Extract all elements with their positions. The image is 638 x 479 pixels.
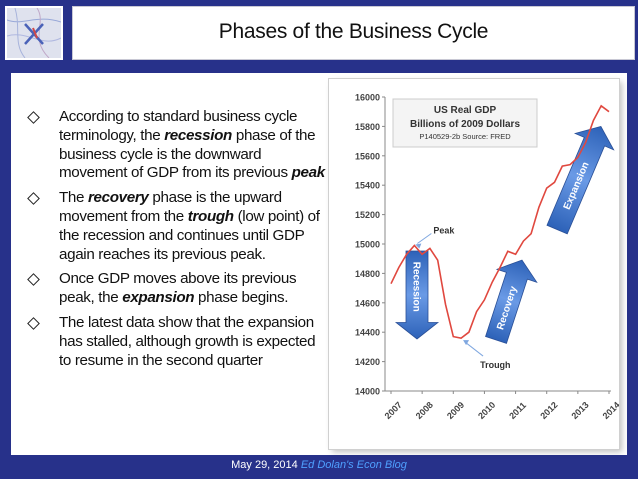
x-tick-label: 2012 bbox=[538, 400, 559, 421]
diamond-bullet-icon bbox=[27, 111, 40, 124]
phase-arrow: Expansion bbox=[546, 125, 615, 235]
peak-label: Peak bbox=[433, 225, 455, 235]
peak-pointer bbox=[417, 233, 432, 244]
phase-arrow: Recession bbox=[394, 250, 440, 340]
y-tick-label: 14600 bbox=[355, 298, 380, 308]
content-panel: According to standard business cycle ter… bbox=[11, 73, 627, 455]
x-tick-label: 2009 bbox=[445, 400, 466, 421]
y-tick-label: 15400 bbox=[355, 181, 380, 191]
phase-arrow-shape bbox=[546, 125, 615, 235]
bullet-key-term: recession bbox=[164, 126, 232, 144]
page-title: Phases of the Business Cycle bbox=[218, 20, 489, 43]
y-tick-label: 15800 bbox=[355, 122, 380, 132]
bullet-key-term: expansion bbox=[122, 289, 195, 307]
bullet-text: (low point) of the recession and continu… bbox=[59, 207, 320, 263]
y-tick-label: 14000 bbox=[355, 387, 380, 397]
diamond-bullet-icon bbox=[27, 273, 40, 287]
chart-subtitle: Billions of 2009 Dollars bbox=[410, 119, 520, 130]
diamond-bullet-icon bbox=[27, 317, 40, 330]
trough-pointer bbox=[464, 341, 484, 357]
y-tick-label: 14200 bbox=[355, 357, 380, 367]
y-tick-label: 14800 bbox=[355, 269, 380, 279]
bullet-text: Once GDP moves above its previous peak, … bbox=[59, 270, 297, 307]
phase-arrow-shape bbox=[394, 250, 440, 340]
bullet-text: phase begins. bbox=[194, 289, 289, 307]
chart-panel: 14000 14200 14400 14600 14800 15000 15200 15400… bbox=[329, 79, 622, 449]
y-tick-label: 15200 bbox=[355, 210, 380, 220]
footer: May 29, 2014 Ed Dolan's Econ Blog bbox=[0, 459, 638, 471]
x-tick-label: 2010 bbox=[476, 400, 497, 421]
title-bar: Phases of the Business Cycle bbox=[72, 6, 635, 60]
trough-pointer-head bbox=[463, 340, 470, 346]
trough-label: Trough bbox=[480, 360, 511, 370]
bullet-item: The latest data show that the expansion … bbox=[27, 314, 327, 370]
x-tick-label: 2007 bbox=[383, 400, 404, 421]
bullet-key-term: peak bbox=[291, 164, 326, 182]
y-tick-label: 16000 bbox=[355, 93, 380, 103]
bullet-key-term: recovery bbox=[88, 189, 149, 207]
x-tick-label: 2008 bbox=[414, 400, 435, 421]
chart-annotations: Peak Trough bbox=[415, 225, 511, 370]
phase-arrow-label: Recession bbox=[411, 262, 422, 312]
footer-blog-link[interactable]: Ed Dolan's Econ Blog bbox=[300, 459, 407, 471]
bullet-item: The recovery phase is the upward movemen… bbox=[27, 189, 327, 264]
gdp-chart: 14000 14200 14400 14600 14800 15000 15200 15400… bbox=[355, 93, 622, 422]
bullet-text: phase is the upward movement from the bbox=[59, 189, 282, 225]
x-tick-label: 2011 bbox=[507, 400, 528, 421]
footer-date: May 29, 2014 bbox=[231, 459, 298, 471]
bullet-item: Once GDP moves above its previous peak, … bbox=[27, 270, 327, 308]
bullet-text: The latest data show that the expansion … bbox=[59, 313, 316, 369]
chart-title: US Real GDP bbox=[434, 105, 497, 116]
y-tick-label: 14400 bbox=[355, 328, 380, 338]
bullet-list: According to standard business cycle ter… bbox=[27, 108, 327, 376]
x-tick-label: 2013 bbox=[569, 400, 590, 421]
phase-arrow-shape bbox=[485, 259, 538, 344]
peak-pointer-head bbox=[415, 243, 422, 249]
x-tick-label: 2014 bbox=[601, 400, 619, 421]
bullet-item: According to standard business cycle ter… bbox=[27, 108, 327, 183]
bullet-key-term: trough bbox=[187, 207, 234, 225]
y-tick-label: 15600 bbox=[355, 151, 380, 161]
logo-graphic bbox=[7, 8, 61, 58]
gdp-series-line bbox=[390, 104, 610, 339]
bullet-text: The bbox=[59, 189, 88, 207]
chart-title-box: US Real GDP Billions of 2009 Dollars P14… bbox=[392, 98, 538, 148]
phase-arrow: Recovery bbox=[485, 259, 538, 344]
y-tick-label: 15000 bbox=[355, 240, 380, 250]
chart-title-box-frame bbox=[392, 98, 538, 148]
chart-source: P140529-2b Source: FRED bbox=[419, 132, 511, 141]
diamond-bullet-icon bbox=[27, 192, 40, 206]
logo-image bbox=[5, 6, 63, 60]
bullet-text: According to standard business cycle ter… bbox=[59, 108, 298, 144]
bullet-text: phase of the business cycle is the downw… bbox=[59, 126, 316, 182]
